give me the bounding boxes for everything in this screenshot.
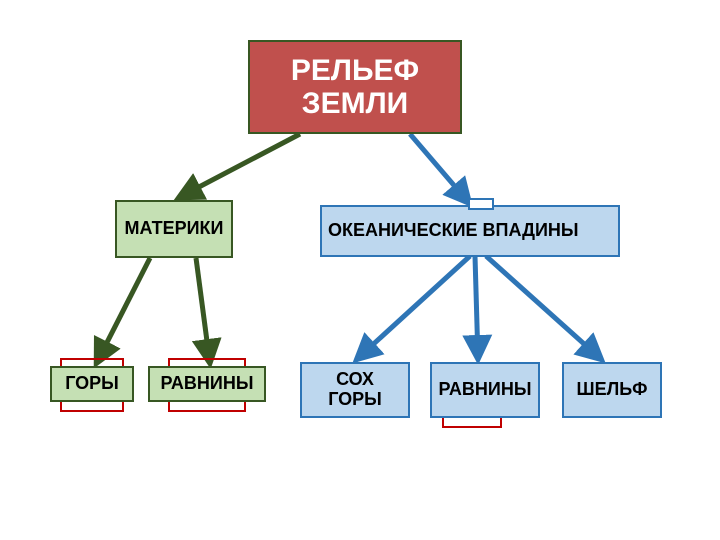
node-shelf: ШЕЛЬФ	[562, 362, 662, 418]
node-ocean-label: ОКЕАНИЧЕСКИЕ ВПАДИНЫ	[328, 221, 579, 241]
node-sox: СОХ ГОРЫ	[300, 362, 410, 418]
node-continents-label: МАТЕРИКИ	[125, 219, 224, 239]
node-ocean: ОКЕАНИЧЕСКИЕ ВПАДИНЫ	[320, 205, 620, 257]
node-mountains-label: ГОРЫ	[65, 374, 119, 394]
diagram-stage: РЕЛЬЕФ ЗЕМЛИ МАТЕРИКИ ОКЕАНИЧЕСКИЕ ВПАДИ…	[0, 0, 720, 540]
node-plains1-label: РАВНИНЫ	[161, 374, 254, 394]
node-continents: МАТЕРИКИ	[115, 200, 233, 258]
node-sox-label: СОХ ГОРЫ	[308, 370, 402, 410]
node-mountains: ГОРЫ	[50, 366, 134, 402]
node-shelf-label: ШЕЛЬФ	[576, 380, 647, 400]
node-plains1: РАВНИНЫ	[148, 366, 266, 402]
deco-ocean-small	[468, 198, 494, 210]
node-root: РЕЛЬЕФ ЗЕМЛИ	[248, 40, 462, 134]
node-plains2: РАВНИНЫ	[430, 362, 540, 418]
node-root-label: РЕЛЬЕФ ЗЕМЛИ	[256, 54, 454, 120]
node-plains2-label: РАВНИНЫ	[439, 380, 532, 400]
